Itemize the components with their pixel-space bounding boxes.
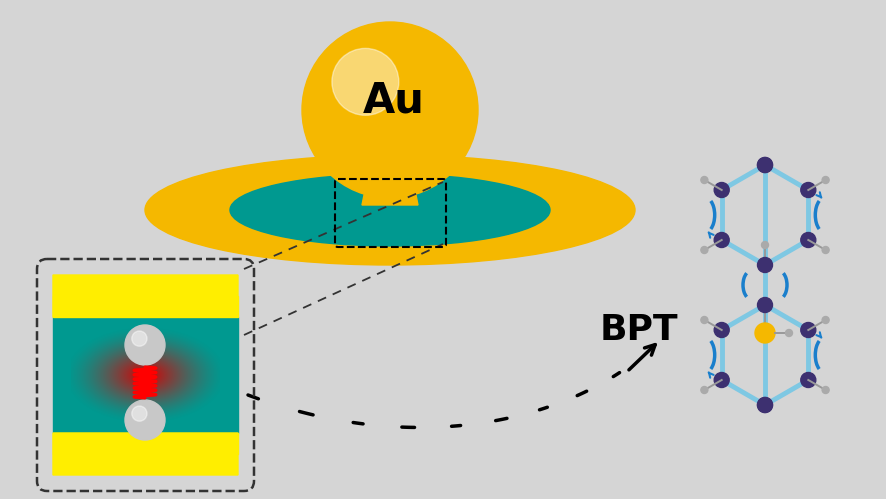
Polygon shape — [53, 296, 238, 317]
FancyBboxPatch shape — [53, 275, 238, 317]
Circle shape — [801, 372, 816, 388]
Circle shape — [332, 48, 399, 115]
Circle shape — [125, 325, 165, 365]
Circle shape — [758, 257, 773, 272]
Circle shape — [758, 398, 773, 413]
Circle shape — [714, 372, 729, 388]
Circle shape — [758, 297, 773, 312]
Polygon shape — [53, 433, 238, 454]
Ellipse shape — [230, 174, 550, 246]
Text: Au: Au — [363, 79, 425, 121]
Circle shape — [714, 322, 729, 337]
Circle shape — [801, 183, 816, 198]
Circle shape — [755, 323, 775, 343]
Circle shape — [758, 158, 773, 173]
Text: BPT: BPT — [600, 313, 679, 347]
Circle shape — [714, 233, 729, 248]
Circle shape — [758, 398, 773, 413]
Circle shape — [822, 247, 829, 253]
FancyBboxPatch shape — [53, 433, 238, 475]
Circle shape — [822, 177, 829, 184]
Circle shape — [701, 247, 708, 253]
Circle shape — [125, 400, 165, 440]
Circle shape — [701, 316, 708, 323]
Circle shape — [701, 387, 708, 394]
Circle shape — [132, 331, 147, 346]
Circle shape — [761, 242, 768, 249]
Circle shape — [701, 177, 708, 184]
Circle shape — [758, 158, 773, 173]
Circle shape — [801, 322, 816, 337]
Circle shape — [786, 329, 792, 336]
Ellipse shape — [145, 155, 635, 265]
Circle shape — [822, 316, 829, 323]
Circle shape — [302, 22, 478, 198]
Circle shape — [132, 406, 147, 421]
Circle shape — [801, 233, 816, 248]
Circle shape — [714, 183, 729, 198]
Polygon shape — [53, 317, 238, 433]
Polygon shape — [362, 155, 418, 205]
Circle shape — [822, 387, 829, 394]
